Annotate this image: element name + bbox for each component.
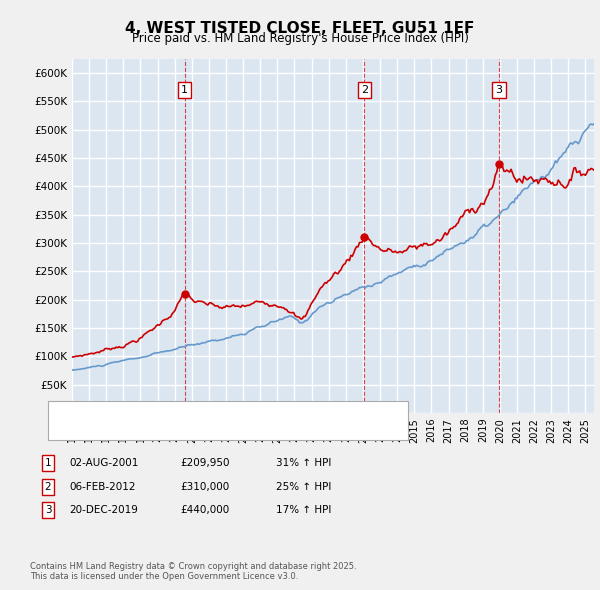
Text: 1: 1: [181, 85, 188, 95]
Text: 3: 3: [496, 85, 503, 95]
Text: —: —: [57, 422, 71, 436]
Text: 2: 2: [44, 482, 52, 491]
Text: HPI: Average price, semi-detached house, Hart: HPI: Average price, semi-detached house,…: [75, 424, 304, 434]
Text: 4, WEST TISTED CLOSE, FLEET, GU51 1EF (semi-detached house): 4, WEST TISTED CLOSE, FLEET, GU51 1EF (s…: [75, 407, 394, 417]
Text: £209,950: £209,950: [180, 458, 229, 468]
Text: Contains HM Land Registry data © Crown copyright and database right 2025.
This d: Contains HM Land Registry data © Crown c…: [30, 562, 356, 581]
Text: 2: 2: [361, 85, 368, 95]
Text: 1: 1: [44, 458, 52, 468]
Text: £310,000: £310,000: [180, 482, 229, 491]
Text: 20-DEC-2019: 20-DEC-2019: [69, 506, 138, 515]
Text: 17% ↑ HPI: 17% ↑ HPI: [276, 506, 331, 515]
Text: 31% ↑ HPI: 31% ↑ HPI: [276, 458, 331, 468]
Text: 02-AUG-2001: 02-AUG-2001: [69, 458, 139, 468]
Text: 25% ↑ HPI: 25% ↑ HPI: [276, 482, 331, 491]
Text: Price paid vs. HM Land Registry's House Price Index (HPI): Price paid vs. HM Land Registry's House …: [131, 32, 469, 45]
Text: 3: 3: [44, 506, 52, 515]
Text: 4, WEST TISTED CLOSE, FLEET, GU51 1EF: 4, WEST TISTED CLOSE, FLEET, GU51 1EF: [125, 21, 475, 35]
Text: —: —: [57, 405, 71, 419]
Text: £440,000: £440,000: [180, 506, 229, 515]
Text: 06-FEB-2012: 06-FEB-2012: [69, 482, 136, 491]
